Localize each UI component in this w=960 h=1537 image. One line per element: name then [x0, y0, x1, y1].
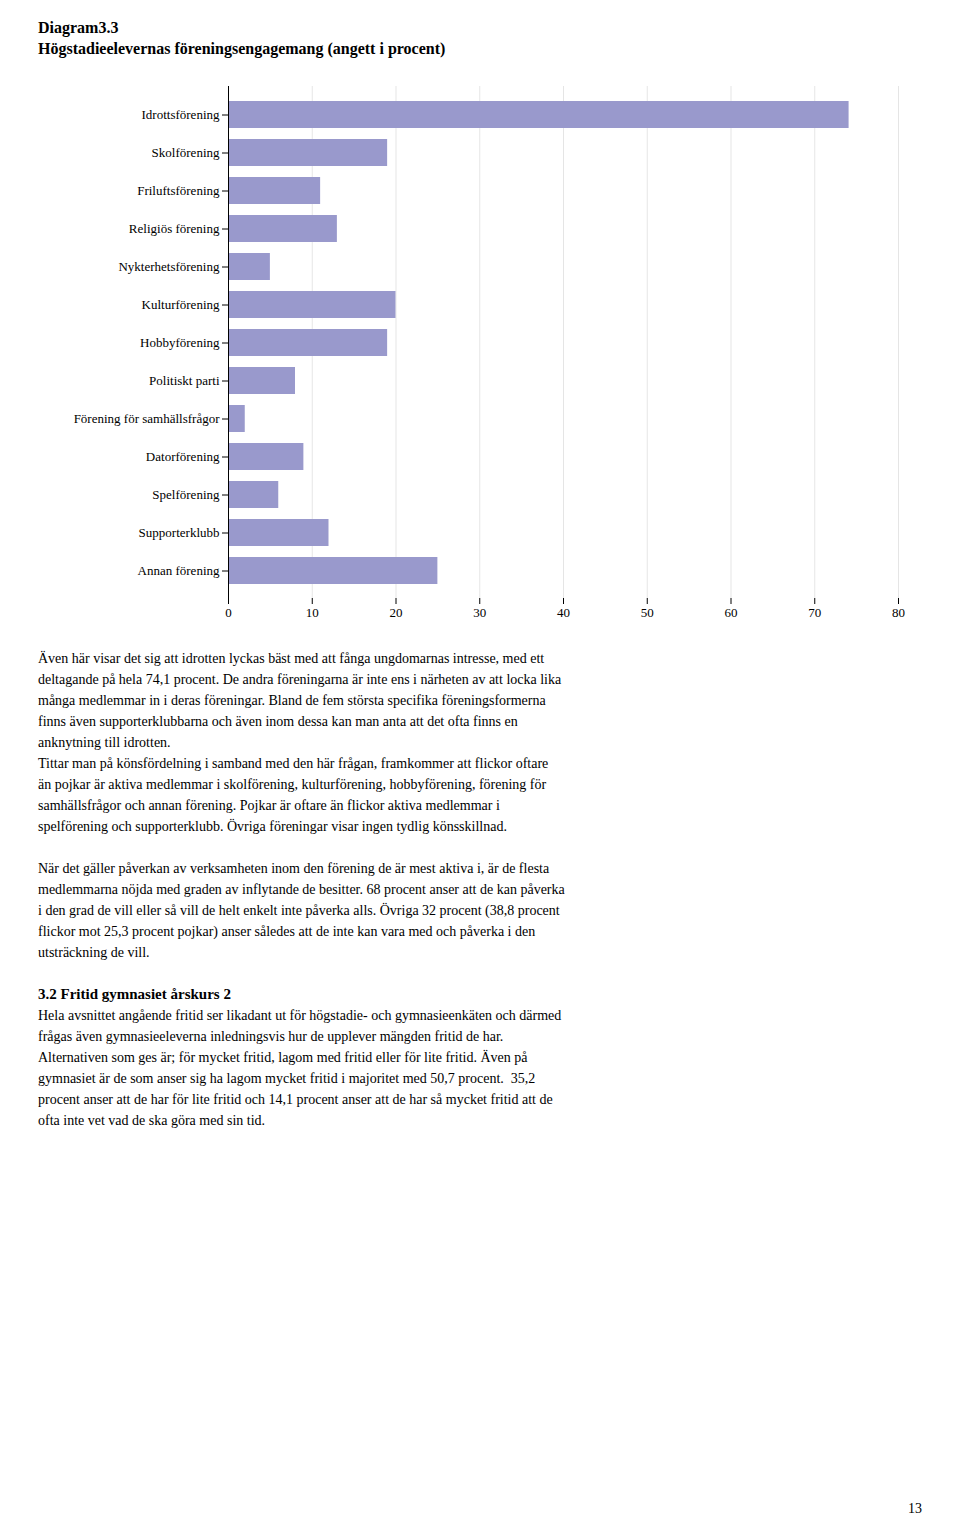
- html-text:utsträckning de vill.: utsträckning de vill.: [38, 944, 150, 960]
- html-text:procent anser att de har för l: procent anser att de har för lite fritid…: [38, 1091, 553, 1107]
- svg-text:70: 70: [808, 604, 821, 619]
- html-text:3.2 Fritid gymnasiet årskurs 2: 3.2 Fritid gymnasiet årskurs 2: [38, 985, 231, 1002]
- svg-text:Idrottsförening: Idrottsförening: [142, 107, 220, 122]
- svg-text:Nykterhetsförening: Nykterhetsförening: [118, 259, 220, 274]
- svg-text:10: 10: [306, 604, 319, 619]
- svg-text:Skolförening: Skolförening: [152, 145, 220, 160]
- html-text:ofta inte vet vad de ska göra: ofta inte vet vad de ska göra med sin ti…: [38, 1112, 266, 1128]
- html-text:samhällsfrågor och annan fören: samhällsfrågor och annan förening. Pojka…: [38, 797, 500, 813]
- svg-text:Hobbyförening: Hobbyförening: [140, 335, 220, 350]
- html-text:frågas även gymnasieeleverna i: frågas även gymnasieeleverna inledningsv…: [38, 1028, 504, 1044]
- html-text:13: 13: [908, 1501, 922, 1516]
- svg-text:Kulturförening: Kulturförening: [142, 297, 220, 312]
- svg-text:Religiös förening: Religiös förening: [129, 221, 220, 236]
- html-text:anknytning till idrotten.: anknytning till idrotten.: [38, 734, 171, 750]
- html-text:Alternativen som ges är; för m: Alternativen som ges är; för mycket frit…: [38, 1049, 528, 1065]
- html-text:medlemmarna nöjda med graden a: medlemmarna nöjda med graden av inflytan…: [38, 881, 565, 897]
- html-text:i den grad de vill eller så vi: i den grad de vill eller så vill de helt…: [38, 902, 560, 918]
- html-text:Även här visar det sig att idr: Även här visar det sig att idrotten lyck…: [38, 650, 545, 666]
- html-text:Hela avsnittet angående fritid: Hela avsnittet angående fritid ser likad…: [38, 1007, 562, 1023]
- html-text:Högstadieelevernas föreningsen: Högstadieelevernas föreningsengagemang (…: [38, 39, 446, 57]
- svg-text:Spelförening: Spelförening: [152, 487, 220, 502]
- svg-text:40: 40: [557, 604, 570, 619]
- html-text:spelförening och supporterklub: spelförening och supporterklubb. Övriga …: [38, 818, 507, 834]
- html-text:än pojkar är aktiva medlemmar: än pojkar är aktiva medlemmar i skolföre…: [38, 776, 547, 792]
- svg-text:Politiskt parti: Politiskt parti: [149, 373, 220, 388]
- svg-text:Supporterklubb: Supporterklubb: [139, 525, 220, 540]
- svg-text:Friluftsförening: Friluftsförening: [137, 183, 220, 198]
- svg-text:0: 0: [225, 604, 232, 619]
- html-text:Diagram3.3: Diagram3.3: [38, 19, 119, 36]
- html-text:deltagande på hela 74,1 procen: deltagande på hela 74,1 procent. De andr…: [38, 671, 562, 687]
- html-text:Tittar man på könsfördelning i: Tittar man på könsfördelning i samband m…: [38, 755, 549, 771]
- svg-text:80: 80: [892, 604, 905, 619]
- svg-text:50: 50: [641, 604, 654, 619]
- html-text:När det gäller påverkan av ver: När det gäller påverkan av verksamheten …: [38, 860, 550, 876]
- html-text:flickor mot 25,3 procent pojka: flickor mot 25,3 procent pojkar) anser s…: [38, 923, 536, 939]
- svg-text:Förening för samhällsfrågor: Förening för samhällsfrågor: [74, 411, 221, 426]
- svg-text:20: 20: [390, 604, 403, 619]
- svg-text:30: 30: [473, 604, 486, 619]
- html-text:finns även supporterklubbarna: finns även supporterklubbarna och även i…: [38, 713, 518, 729]
- svg-text:Annan förening: Annan förening: [138, 563, 220, 578]
- svg-text:60: 60: [725, 604, 738, 619]
- html-text:gymnasiet är de som anser sig: gymnasiet är de som anser sig ha lagom m…: [38, 1070, 536, 1086]
- html-text:många medlemmar in i deras för: många medlemmar in i deras föreningar. B…: [38, 692, 546, 708]
- svg-text:Datorförening: Datorförening: [146, 449, 220, 464]
